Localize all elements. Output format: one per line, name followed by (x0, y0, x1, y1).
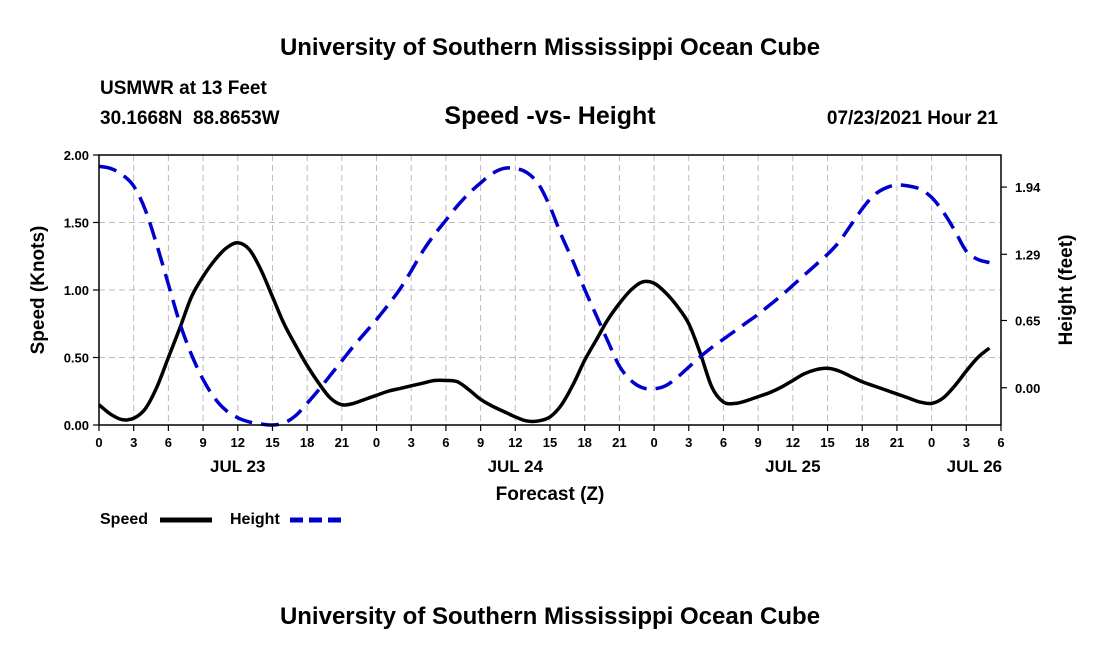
date-label: JUL 23 (210, 457, 265, 476)
x-tick-label: 21 (890, 435, 904, 450)
x-tick-label: 0 (95, 435, 102, 450)
x-tick-label: 9 (477, 435, 484, 450)
y-tick-label: 1.50 (64, 216, 89, 231)
x-tick-label: 18 (577, 435, 591, 450)
date-label: JUL 24 (488, 457, 544, 476)
x-tick-label: 0 (650, 435, 657, 450)
y-axis-label: Speed (Knots) (28, 226, 49, 355)
y2-axis-label: Height (feet) (1056, 235, 1077, 346)
y2-tick-label: 0.65 (1015, 314, 1040, 329)
top-title: University of Southern Mississippi Ocean… (280, 34, 820, 61)
station-label: USMWR at 13 Feet (100, 78, 267, 99)
legend-speed-label: Speed (100, 511, 148, 528)
x-tick-label: 15 (820, 435, 834, 450)
y-tick-label: 0.50 (64, 351, 89, 366)
x-tick-label: 21 (335, 435, 349, 450)
forecast-datetime: 07/23/2021 Hour 21 (827, 108, 999, 129)
x-tick-label: 21 (612, 435, 626, 450)
x-tick-label: 18 (855, 435, 869, 450)
speed-series-line (97, 241, 991, 424)
x-tick-label: 6 (165, 435, 172, 450)
x-tick-label: 6 (442, 435, 449, 450)
x-tick-label: 0 (928, 435, 935, 450)
date-label: JUL 25 (765, 457, 820, 476)
x-tick-label: 12 (231, 435, 245, 450)
axes-group: 0 3 6 9 12 15 18 21 0 3 6 9 12 15 18 21 0 3 6 9 12 15 18 21 0 3 6 0… (64, 148, 1041, 476)
chart-title: Speed -vs- Height (444, 102, 656, 130)
date-label: JUL 26 (947, 457, 1002, 476)
x-tick-label: 15 (543, 435, 557, 450)
bottom-title: University of Southern Mississippi Ocean… (280, 603, 820, 630)
x-tick-label: 6 (997, 435, 1004, 450)
x-tick-label: 3 (130, 435, 137, 450)
y2-tick-label: 1.29 (1015, 247, 1040, 262)
x-tick-label: 12 (786, 435, 800, 450)
y2-tick-label: 1.94 (1015, 180, 1041, 195)
legend-height-label: Height (230, 511, 280, 528)
height-series-line (98, 164, 990, 427)
x-tick-label: 9 (199, 435, 206, 450)
coordinates-label: 30.1668N 88.8653W (100, 108, 280, 129)
series-group (97, 164, 991, 427)
x-axis-label: Forecast (Z) (496, 484, 605, 505)
x-tick-label: 6 (720, 435, 727, 450)
y-tick-label: 0.00 (64, 418, 89, 433)
y-tick-label: 1.00 (64, 283, 89, 298)
y-tick-label: 2.00 (64, 148, 89, 163)
y2-tick-label: 0.00 (1015, 381, 1040, 396)
x-tick-label: 15 (265, 435, 279, 450)
legend: Speed Height (100, 511, 342, 528)
x-tick-label: 12 (508, 435, 522, 450)
x-tick-label: 3 (685, 435, 692, 450)
x-tick-label: 9 (755, 435, 762, 450)
x-tick-label: 3 (963, 435, 970, 450)
x-tick-label: 18 (300, 435, 314, 450)
x-tick-label: 3 (408, 435, 415, 450)
x-tick-label: 0 (373, 435, 380, 450)
